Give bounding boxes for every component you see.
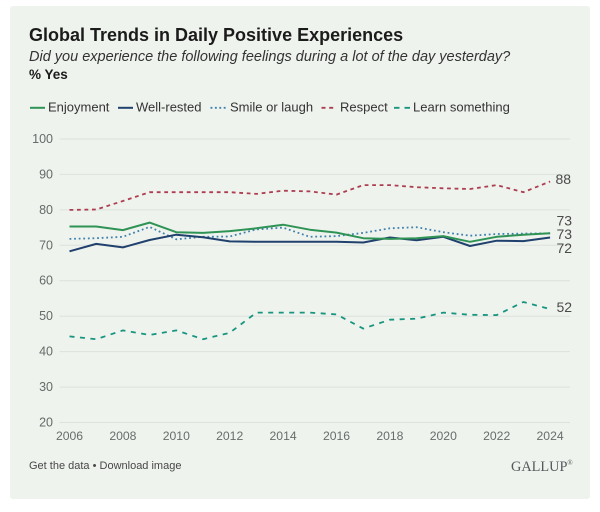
svg-text:Respect: Respect [340,100,388,115]
svg-text:40: 40 [39,345,53,359]
svg-text:2022: 2022 [483,429,510,443]
svg-text:73: 73 [557,226,573,242]
svg-text:80: 80 [39,203,53,217]
svg-text:2008: 2008 [109,429,136,443]
svg-text:30: 30 [39,380,53,394]
svg-text:60: 60 [39,274,53,288]
svg-text:20: 20 [39,416,53,430]
svg-text:72: 72 [557,240,573,256]
svg-text:Well-rested: Well-rested [136,100,202,115]
svg-text:100: 100 [32,132,53,146]
svg-text:2020: 2020 [430,429,457,443]
svg-text:2014: 2014 [270,429,297,443]
svg-text:2018: 2018 [376,429,403,443]
svg-text:2006: 2006 [56,429,83,443]
svg-text:50: 50 [39,309,53,323]
svg-text:73: 73 [557,213,573,229]
svg-text:Smile or laugh: Smile or laugh [230,100,313,115]
svg-text:52: 52 [557,299,573,315]
svg-text:88: 88 [556,171,572,187]
svg-text:2016: 2016 [323,429,350,443]
svg-text:Enjoyment: Enjoyment [48,100,110,115]
svg-text:2024: 2024 [537,429,564,443]
svg-text:2012: 2012 [216,429,243,443]
svg-text:Learn something: Learn something [413,100,510,115]
svg-text:90: 90 [39,167,53,181]
svg-text:70: 70 [39,238,53,252]
svg-text:2010: 2010 [163,429,190,443]
